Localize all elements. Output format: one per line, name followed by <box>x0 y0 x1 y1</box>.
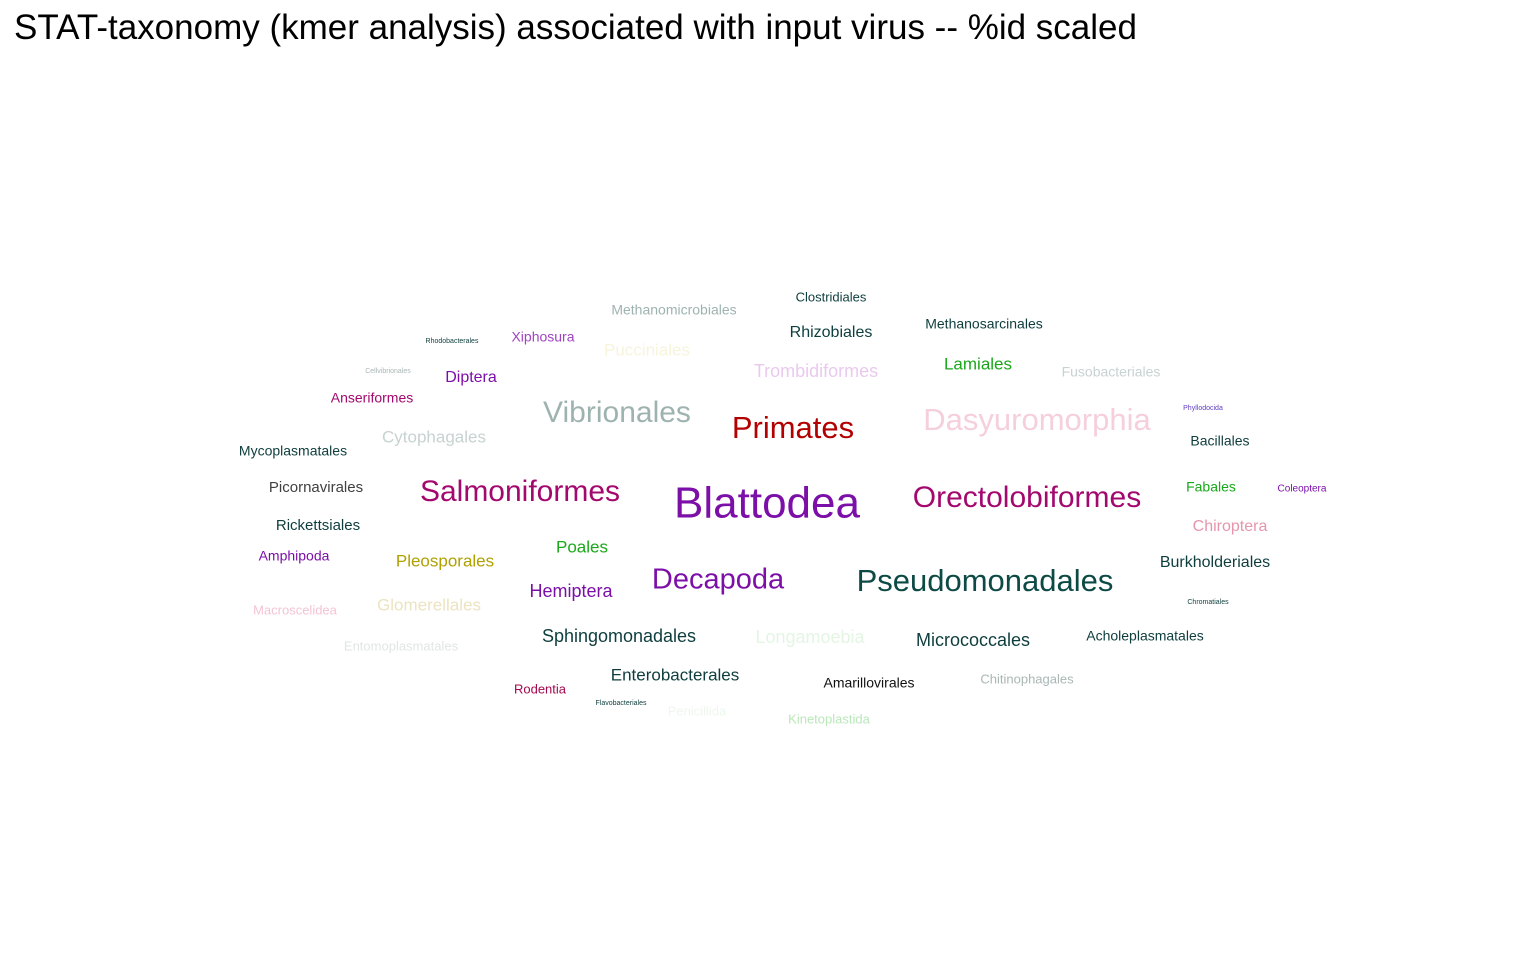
word-flavobacteriales: Flavobacteriales <box>596 700 647 707</box>
word-amphipoda: Amphipoda <box>259 548 330 564</box>
word-micrococcales: Micrococcales <box>916 630 1030 650</box>
word-pleosporales: Pleosporales <box>396 551 494 570</box>
word-chiroptera: Chiroptera <box>1193 518 1268 535</box>
word-sphingomonadales: Sphingomonadales <box>542 626 696 646</box>
word-decapoda: Decapoda <box>652 564 785 596</box>
word-acholeplasmatales: Acholeplasmatales <box>1086 628 1204 644</box>
word-blattodea: Blattodea <box>674 479 860 528</box>
word-lamiales: Lamiales <box>944 354 1012 373</box>
word-phyllodocida: Phyllodocida <box>1183 405 1223 412</box>
word-burkholderiales: Burkholderiales <box>1160 554 1270 571</box>
word-hemiptera: Hemiptera <box>529 581 613 601</box>
word-pseudomonadales: Pseudomonadales <box>857 563 1114 598</box>
word-trombidiformes: Trombidiformes <box>754 361 878 381</box>
word-poales: Poales <box>556 537 608 556</box>
word-rhodobacterales: Rhodobacterales <box>426 338 479 345</box>
word-enterobacterales: Enterobacterales <box>611 665 740 684</box>
word-longamoebia: Longamoebia <box>755 627 865 647</box>
word-anseriformes: Anseriformes <box>331 390 413 406</box>
word-bacillales: Bacillales <box>1190 433 1249 449</box>
word-penicillida: Penicillida <box>668 703 727 718</box>
word-methanomicrobiales: Methanomicrobiales <box>611 302 736 318</box>
word-chitinophagales: Chitinophagales <box>980 671 1074 686</box>
word-dasyuromorphia: Dasyuromorphia <box>923 402 1151 437</box>
word-entomoplasmatales: Entomoplasmatales <box>344 638 459 653</box>
word-kinetoplastida: Kinetoplastida <box>788 711 870 726</box>
word-methanosarcinales: Methanosarcinales <box>925 316 1043 332</box>
word-rodentia: Rodentia <box>514 681 567 696</box>
word-primates: Primates <box>732 410 854 445</box>
word-clostridiales: Clostridiales <box>796 289 867 304</box>
word-coleoptera: Coleoptera <box>1278 484 1327 495</box>
word-picornavirales: Picornavirales <box>269 479 363 496</box>
word-vibrionales: Vibrionales <box>543 396 691 429</box>
word-mycoplasmatales: Mycoplasmatales <box>239 443 347 459</box>
word-macroscelidea: Macroscelidea <box>253 602 338 617</box>
word-rickettsiales: Rickettsiales <box>276 517 360 534</box>
chart-title: STAT-taxonomy (kmer analysis) associated… <box>14 8 1137 47</box>
word-amarillovirales: Amarillovirales <box>823 675 914 691</box>
word-pucciniales: Pucciniales <box>604 340 690 359</box>
word-diptera: Diptera <box>445 369 497 386</box>
word-rhizobiales: Rhizobiales <box>790 324 873 341</box>
word-fabales: Fabales <box>1186 479 1236 495</box>
word-salmoniformes: Salmoniformes <box>420 475 620 508</box>
word-orectolobiformes: Orectolobiformes <box>913 481 1141 514</box>
word-cytophagales: Cytophagales <box>382 427 486 446</box>
word-chromatiales: Chromatiales <box>1187 599 1229 606</box>
word-fusobacteriales: Fusobacteriales <box>1062 364 1161 380</box>
word-xiphosura: Xiphosura <box>511 329 574 345</box>
word-cellvibrionales: Cellvibrionales <box>365 368 411 375</box>
word-glomerellales: Glomerellales <box>377 595 481 614</box>
